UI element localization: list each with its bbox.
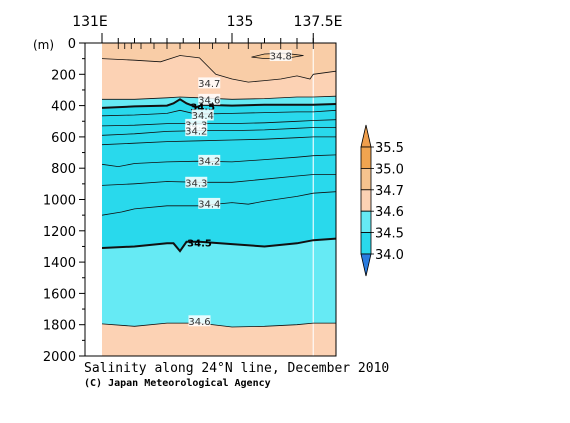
colorbar-label: 34.5: [375, 227, 404, 242]
band-34.0-34.5: [102, 99, 336, 252]
y-tick-label: 2000: [43, 350, 76, 365]
contour-label: 34.4: [192, 111, 214, 122]
band-34.5-34.6: [102, 238, 336, 327]
contour-label: 34.2: [185, 127, 207, 138]
x-tick-label: 131E: [72, 14, 108, 30]
colorbar-swatch: [360, 210, 372, 233]
contour-label-bg: [188, 315, 211, 327]
colorbar-swatch: [360, 167, 372, 191]
y-tick-label: 1400: [43, 256, 76, 271]
colorbar-label: 34.7: [375, 184, 404, 199]
y-tick-label: 400: [51, 100, 76, 115]
contour-line: [102, 237, 336, 253]
x-tick-label: 135: [227, 14, 254, 30]
y-tick-label: 0: [68, 37, 76, 52]
y-tick-label: 1200: [43, 225, 76, 240]
contour-label: 34.6: [188, 317, 210, 328]
credit-text: (C) Japan Meteorological Agency: [84, 377, 271, 389]
contour-label: 34.2: [198, 156, 220, 167]
contour-line: [102, 322, 336, 328]
contour-label-bg: [198, 197, 221, 209]
chart-title: Salinity along 24°N line, December 2010: [84, 361, 389, 376]
contour-label-bg: [198, 93, 221, 105]
contour-label: 34.4: [198, 199, 220, 210]
x-axis: [101, 33, 314, 49]
colorbar-bottom-triangle: [360, 253, 372, 277]
colorbar-label: 35.0: [375, 162, 404, 177]
data-gap-seam: [312, 43, 314, 356]
colorbar-swatch: [360, 189, 372, 212]
contour-line: [102, 191, 336, 216]
y-axis: 0 200 400 600 800 1000 1200 1400 1600 1800 2000: [43, 37, 85, 365]
x-tick-label: 137.5E: [294, 14, 343, 30]
contour-label-bg: [185, 118, 208, 130]
contour-lines: [102, 52, 336, 328]
y-tick-label: 1600: [43, 287, 76, 302]
contour-labels: 34.834.734.634.534.434.334.234.234.334.4…: [185, 50, 292, 328]
contour-label-bg: [185, 125, 208, 137]
contour-label-bg: [198, 77, 221, 89]
contour-line: [102, 55, 336, 83]
contour-line: [102, 136, 336, 146]
contour-label: 34.5: [187, 239, 212, 250]
contour-label-bg: [269, 50, 292, 62]
contour-label: 34.3: [185, 178, 207, 189]
contour-line: [102, 174, 336, 186]
y-tick-label: 1000: [43, 194, 76, 209]
y-tick-label: 1800: [43, 319, 76, 334]
y-tick-label: 200: [51, 68, 76, 83]
contour-label: 34.6: [198, 95, 220, 106]
contour-line: [251, 52, 304, 59]
y-tick-label: 800: [51, 162, 76, 177]
y-tick-label: 600: [51, 131, 76, 146]
contour-line: [102, 127, 336, 136]
colorbar-top-triangle: [360, 124, 372, 148]
contour-label: 34.7: [198, 79, 220, 90]
colorbar-label: 34.6: [375, 205, 404, 220]
salinity-fill-area: [102, 43, 336, 356]
contour-label: 34.8: [270, 52, 292, 63]
contour-line: [102, 98, 336, 109]
y-unit-label: (m): [33, 38, 54, 52]
colorbar-label: 35.5: [375, 141, 404, 156]
contour-label: 34.5: [190, 102, 215, 113]
contour-label-bg: [198, 154, 221, 166]
band-34.6-34.7-lower: [102, 323, 336, 356]
colorbar-legend: 35.5 35.0 34.7 34.6 34.5 34.0: [360, 124, 404, 277]
colorbar-swatch: [360, 232, 372, 255]
colorbar-swatch: [360, 146, 372, 169]
colorbar-label: 34.0: [375, 248, 404, 263]
contour-line: [102, 119, 336, 127]
contour-line: [102, 109, 336, 117]
contour-label-bg: [185, 176, 208, 188]
contour-label-bg: [191, 109, 214, 121]
